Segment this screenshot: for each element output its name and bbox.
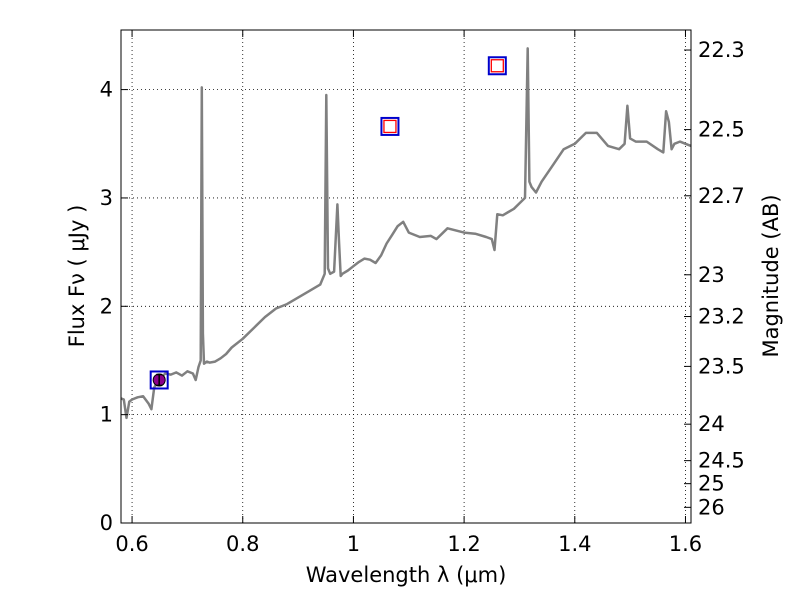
spectrum-line bbox=[120, 47, 692, 420]
y-tick-label: 4 bbox=[100, 78, 113, 102]
measured-photometry-point bbox=[149, 370, 169, 390]
x-tick-label: 1.4 bbox=[558, 532, 591, 556]
photometry-box-outer bbox=[487, 56, 507, 76]
model-photometry-point bbox=[380, 116, 400, 136]
axis-ticks: 0.6 0.8 1 1.2 1.4 1.60123422.322.522.72323.22… bbox=[100, 30, 745, 556]
y-tick-label: 2 bbox=[100, 294, 113, 318]
x-tick-label: 1 bbox=[347, 532, 360, 556]
mag-tick-label: 22.7 bbox=[698, 184, 745, 208]
mag-tick-label: 24 bbox=[698, 412, 725, 436]
x-tick-label: 1.2 bbox=[447, 532, 480, 556]
mag-tick-label: 24.5 bbox=[698, 449, 745, 473]
spectrum-series bbox=[120, 47, 692, 420]
mag-tick-label: 23 bbox=[698, 263, 725, 287]
mag-tick-label: 25 bbox=[698, 472, 725, 496]
mag-tick-label: 23.2 bbox=[698, 305, 745, 329]
x-axis-label: Wavelength λ (μm) bbox=[306, 563, 507, 587]
mag-tick-label: 22.3 bbox=[698, 38, 745, 62]
mag-tick-label: 22.5 bbox=[698, 118, 745, 142]
photometry-box-inner bbox=[490, 59, 504, 73]
y-axis-label: Flux Fν ( μJy ) bbox=[65, 205, 89, 348]
photometry-points bbox=[149, 56, 507, 390]
y-tick-label: 1 bbox=[100, 403, 113, 427]
y-tick-label: 3 bbox=[100, 186, 113, 210]
photometry-box-outer bbox=[380, 116, 400, 136]
photometry-box-outer bbox=[149, 370, 169, 390]
model-photometry-point bbox=[487, 56, 507, 76]
photometry-box-inner bbox=[383, 119, 397, 134]
y-tick-label: 0 bbox=[100, 511, 113, 535]
plot-frame bbox=[120, 29, 692, 524]
x-tick-label: 0.6 bbox=[115, 532, 148, 556]
right-axis-label: Magnitude (AB) bbox=[759, 194, 783, 357]
x-tick-label: 1.6 bbox=[669, 532, 702, 556]
mag-tick-label: 26 bbox=[698, 495, 725, 519]
x-tick-label: 0.8 bbox=[226, 532, 259, 556]
grid bbox=[121, 30, 691, 524]
mag-tick-label: 23.5 bbox=[698, 354, 745, 378]
